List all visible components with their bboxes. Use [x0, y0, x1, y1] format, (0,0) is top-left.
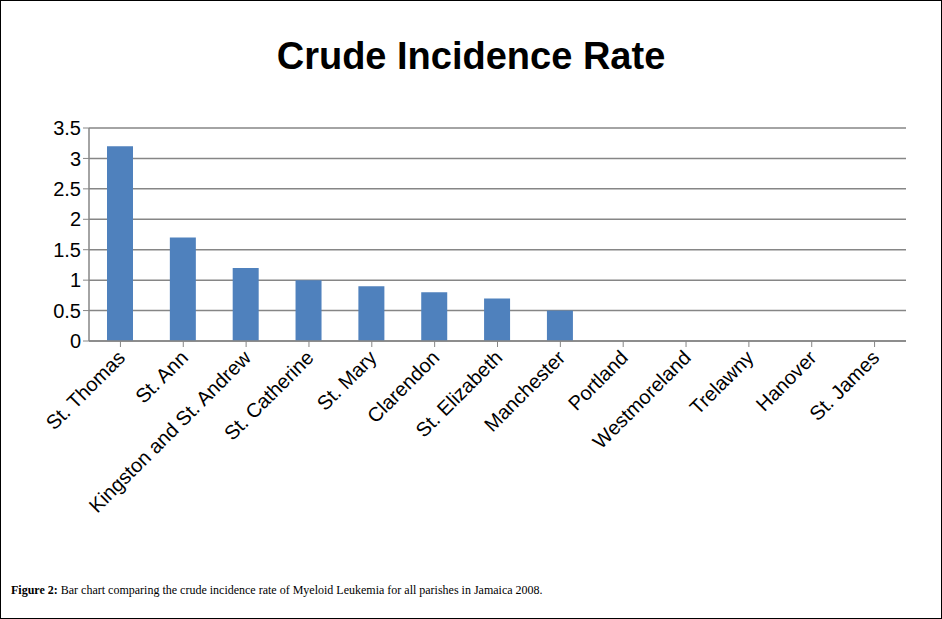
svg-text:Trelawny: Trelawny [685, 346, 757, 418]
svg-text:Westmoreland: Westmoreland [588, 346, 694, 452]
svg-text:1: 1 [70, 269, 81, 291]
svg-text:2: 2 [70, 208, 81, 230]
svg-text:2.5: 2.5 [53, 178, 81, 200]
svg-text:St. Thomas: St. Thomas [42, 346, 130, 434]
svg-text:St. Ann: St. Ann [131, 346, 192, 407]
svg-text:0: 0 [70, 330, 81, 352]
svg-text:3: 3 [70, 148, 81, 170]
svg-text:Hanover: Hanover [751, 346, 821, 416]
svg-text:St. James: St. James [805, 346, 883, 424]
svg-text:St. Catherine: St. Catherine [220, 346, 318, 444]
svg-text:0.5: 0.5 [53, 300, 81, 322]
svg-text:Manchester: Manchester [480, 346, 570, 436]
html-text:Figure 2: Bar chart comparing: Figure 2: Bar chart comparing the crude … [11, 583, 543, 597]
svg-text:3.5: 3.5 [53, 117, 81, 139]
svg-text:Kingston and St. Andrew: Kingston and St. Andrew [84, 346, 255, 517]
html-text:Crude Incidence Rate: Crude Incidence Rate [276, 34, 666, 77]
svg-text:Clarendon: Clarendon [362, 346, 444, 428]
svg-text:St. Elizabeth: St. Elizabeth [411, 346, 507, 442]
svg-text:St. Mary: St. Mary [312, 346, 381, 415]
svg-text:1.5: 1.5 [53, 239, 81, 261]
svg-text:Portland: Portland [563, 346, 632, 415]
